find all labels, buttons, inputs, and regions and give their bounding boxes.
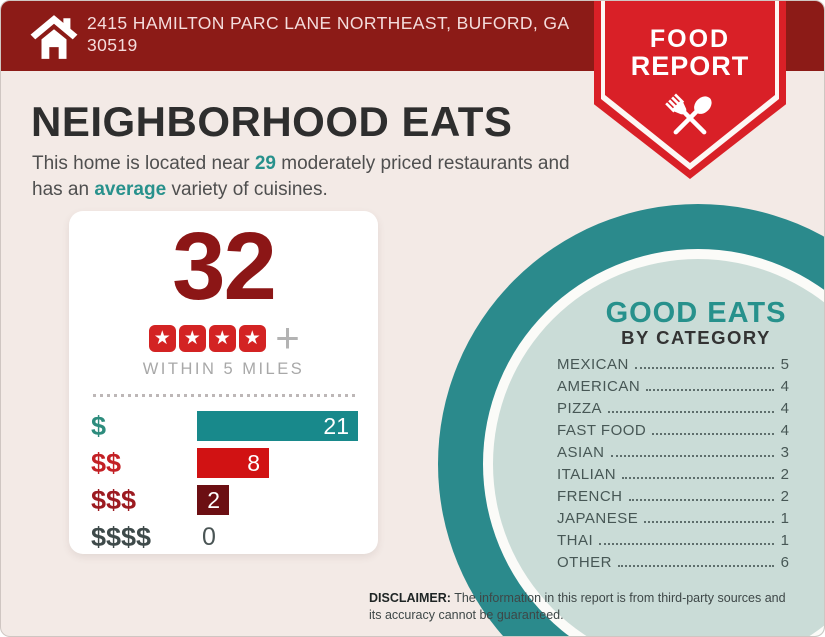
cuisine-label: MEXICAN xyxy=(557,356,629,373)
food-report-ribbon: FOOD REPORT xyxy=(594,1,786,179)
variety-highlight: average xyxy=(94,178,167,200)
star-icon: ★ xyxy=(238,324,266,352)
property-address: 2415 HAMILTON PARC LANE NORTHEAST, BUFOR… xyxy=(87,12,587,57)
cuisine-count: 1 xyxy=(780,532,789,549)
cuisine-count: 6 xyxy=(780,554,789,571)
cuisine-category-list: MEXICAN 5 AMERICAN 4 PIZZA 4 FAST FOOD 4 ASIAN 3 I… xyxy=(557,357,789,577)
price-tier-label: $$$ xyxy=(91,484,137,515)
radius-subtext: WITHIN 5 MILES xyxy=(142,360,305,378)
star-icons: ★ ★ ★ ★ xyxy=(147,324,267,352)
bar-value: 2 xyxy=(207,486,220,513)
plus-icon: + xyxy=(275,314,300,361)
dotted-leader xyxy=(599,543,774,545)
cuisine-row: OTHER 6 xyxy=(557,555,789,570)
restaurant-summary-card: 32 ★ ★ ★ ★ + WITHIN 5 MILES $21 $$ 8 $$$ 2 $$$$ 0 xyxy=(69,211,378,554)
bar: 8 xyxy=(197,448,269,478)
cuisine-row: JAPANESE 1 xyxy=(557,511,789,526)
price-tier-bar-chart: $21 $$ 8 $$$ 2 $$$$ 0 xyxy=(69,411,378,552)
dotted-leader xyxy=(628,499,774,501)
page-title: NEIGHBORHOOD EATS xyxy=(31,98,513,145)
star-icon: ★ xyxy=(148,324,176,352)
cuisine-label: PIZZA xyxy=(557,400,603,417)
cuisine-row: FAST FOOD 4 xyxy=(557,423,789,438)
cuisine-row: ASIAN 3 xyxy=(557,445,789,460)
dotted-leader xyxy=(652,433,774,435)
intro-post: variety of cuisines. xyxy=(166,178,328,200)
bar-value: 21 xyxy=(323,412,349,439)
bar: 21 xyxy=(197,411,358,441)
cuisine-count: 4 xyxy=(780,422,789,439)
cuisine-count: 5 xyxy=(780,356,789,373)
cuisine-row: THAI 1 xyxy=(557,533,789,548)
dotted-leader xyxy=(610,455,774,457)
disclaimer-label: DISCLAIMER: xyxy=(369,591,451,605)
intro-mid: moderately priced restaurants and has an xyxy=(32,153,570,200)
cuisine-count: 2 xyxy=(780,466,789,483)
disclaimer: DISCLAIMER: The information in this repo… xyxy=(369,590,797,623)
cuisine-count: 4 xyxy=(780,400,789,417)
crossed-spoon-fork-icon xyxy=(665,93,712,135)
cuisine-row: FRENCH 2 xyxy=(557,489,789,504)
address-line2: 30519 xyxy=(87,35,138,56)
dotted-divider xyxy=(92,394,355,397)
star-icon: ★ xyxy=(178,324,206,352)
cuisine-label: THAI xyxy=(557,532,594,549)
cuisine-label: ASIAN xyxy=(557,444,605,461)
bar-row: $$ 8 xyxy=(91,448,378,478)
cuisine-count: 3 xyxy=(780,444,789,461)
dotted-leader xyxy=(618,565,774,567)
cuisine-row: PIZZA 4 xyxy=(557,401,789,416)
bar: 2 xyxy=(197,485,229,515)
cuisine-count: 2 xyxy=(780,488,789,505)
dotted-leader xyxy=(608,411,774,413)
cuisine-row: MEXICAN 5 xyxy=(557,357,789,372)
bar-row: $21 xyxy=(91,411,378,441)
cuisine-label: OTHER xyxy=(557,554,612,571)
price-tier-label: $$ xyxy=(91,447,122,478)
dotted-leader xyxy=(622,477,774,479)
cuisine-count: 1 xyxy=(780,510,789,527)
intro-text: This home is located near 29 moderately … xyxy=(32,151,577,202)
dotted-leader xyxy=(634,367,774,369)
good-eats-subtitle: BY CATEGORY xyxy=(621,327,771,348)
intro-pre: This home is located near xyxy=(32,153,255,174)
ribbon-title-line2: REPORT xyxy=(630,51,750,81)
cuisine-row: ITALIAN 2 xyxy=(557,467,789,482)
dotted-leader xyxy=(646,389,774,391)
bar-row: $$$ 2 xyxy=(91,485,378,515)
address-line1: 2415 HAMILTON PARC LANE NORTHEAST, BUFOR… xyxy=(87,13,570,33)
star-icon: ★ xyxy=(208,324,236,352)
cuisine-label: AMERICAN xyxy=(557,378,641,395)
cuisine-label: FRENCH xyxy=(557,488,623,505)
good-eats-title: GOOD EATS xyxy=(605,297,787,329)
price-tier-label: $$$$ xyxy=(91,521,152,552)
ribbon-title-line1: FOOD xyxy=(649,25,731,53)
dotted-leader xyxy=(644,521,774,523)
price-tier-label: $ xyxy=(91,410,107,441)
total-restaurants: 32 xyxy=(172,213,277,320)
star-rating: ★ ★ ★ ★ + xyxy=(69,314,378,361)
cuisine-count: 4 xyxy=(780,378,789,395)
cuisine-label: ITALIAN xyxy=(557,466,617,483)
cuisine-row: AMERICAN 4 xyxy=(557,379,789,394)
cuisine-label: FAST FOOD xyxy=(557,422,647,439)
disclaimer-text: The information in this report is from t… xyxy=(369,591,786,622)
bar-row: $$$$ 0 xyxy=(91,522,378,552)
bar-value-zero: 0 xyxy=(202,522,216,551)
cuisine-label: JAPANESE xyxy=(557,510,639,527)
restaurant-count: 29 xyxy=(254,153,276,174)
bar-value: 8 xyxy=(247,449,260,476)
home-icon xyxy=(30,15,78,59)
